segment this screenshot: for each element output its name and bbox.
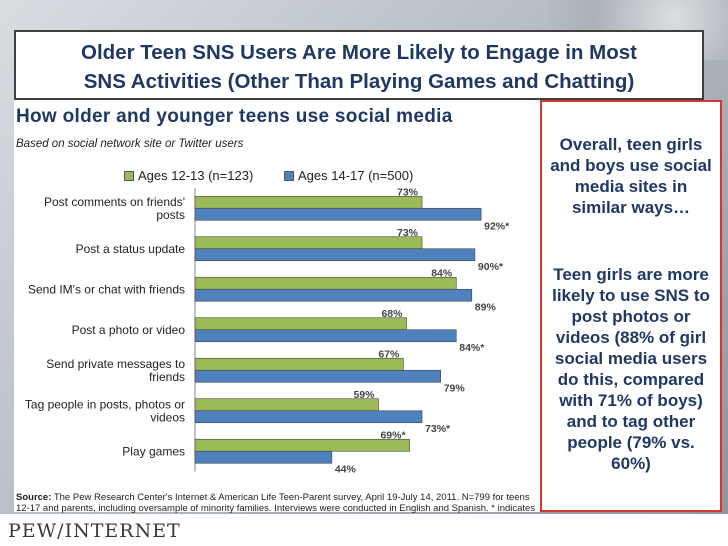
title-box: Older Teen SNS Users Are More Likely to … (14, 30, 704, 100)
title-line-1: Older Teen SNS Users Are More Likely to … (81, 41, 637, 64)
data-label: 59% (353, 389, 375, 401)
chart-panel: How older and younger teens use social m… (14, 100, 540, 525)
data-label: 73% (397, 227, 419, 239)
category-label: Post a photo or video (72, 323, 186, 337)
data-label: 84%* (459, 342, 485, 354)
x-tick-label: 60% (372, 478, 392, 479)
chart-subtitle: How older and younger teens use social m… (16, 106, 453, 127)
chart-caption: Based on social network site or Twitter … (16, 138, 244, 150)
side-paragraph-2: Teen girls are more likely to use SNS to… (552, 265, 710, 473)
bar (194, 288, 473, 302)
data-label: 89% (475, 301, 497, 313)
bar (194, 357, 404, 371)
bar (194, 450, 333, 464)
x-tick-label: 0% (188, 478, 203, 479)
legend-label-ages-12-13: Ages 12-13 (n=123) (138, 168, 254, 183)
category-label: posts (156, 208, 185, 222)
bar (194, 276, 457, 290)
category-label: Post comments on friends' (44, 195, 185, 209)
bar (194, 207, 482, 221)
category-label: friends (149, 370, 185, 384)
bar (194, 317, 407, 331)
side-paragraph-1: Overall, teen girls and boys use social … (550, 135, 712, 217)
data-label: 73% (397, 188, 419, 198)
bar (194, 369, 441, 383)
x-tick-label: 80% (434, 478, 454, 479)
bar (194, 410, 423, 424)
data-label: 79% (444, 382, 466, 394)
category-label: Tag people in posts, photos or (25, 397, 185, 411)
category-label: Send private messages to (46, 357, 185, 371)
bar (194, 329, 457, 343)
bar-chart: 0% 20% 40% 60% 80% 100% Post comments on frien… (25, 188, 519, 479)
data-label: 73%* (425, 423, 451, 435)
bar (194, 398, 379, 412)
data-label: 69%* (380, 429, 406, 441)
side-callout: Overall, teen girls and boys use social … (540, 100, 722, 512)
x-tick-label: 100% (493, 478, 519, 479)
source-label: Source: (16, 492, 52, 503)
category-label: Play games (122, 444, 185, 458)
bar (194, 248, 476, 262)
legend-label-ages-14-17: Ages 14-17 (n=500) (298, 168, 414, 183)
pew-internet-logo: PEW/INTERNET (8, 520, 181, 542)
footer: PEW/INTERNET (0, 514, 728, 546)
data-label: 90%* (478, 261, 504, 273)
bar (194, 195, 423, 209)
data-label: 92%* (484, 220, 510, 232)
x-tick-label: 20% (247, 478, 267, 479)
bar (194, 236, 423, 250)
data-label: 68% (381, 308, 403, 320)
legend-swatch-ages-12-13 (124, 171, 134, 181)
category-label: videos (150, 410, 185, 424)
legend-swatch-ages-14-17 (284, 171, 294, 181)
slide-title: Older Teen SNS Users Are More Likely to … (16, 38, 702, 96)
category-label: Send IM's or chat with friends (28, 282, 185, 296)
bar (194, 438, 410, 452)
x-tick-label: 40% (309, 478, 329, 479)
data-label: 84% (431, 267, 453, 279)
data-label: 67% (378, 348, 400, 360)
data-label: 44% (335, 463, 357, 475)
category-label: Post a status update (76, 242, 186, 256)
title-line-2: SNS Activities (Other Than Playing Games… (83, 70, 635, 93)
